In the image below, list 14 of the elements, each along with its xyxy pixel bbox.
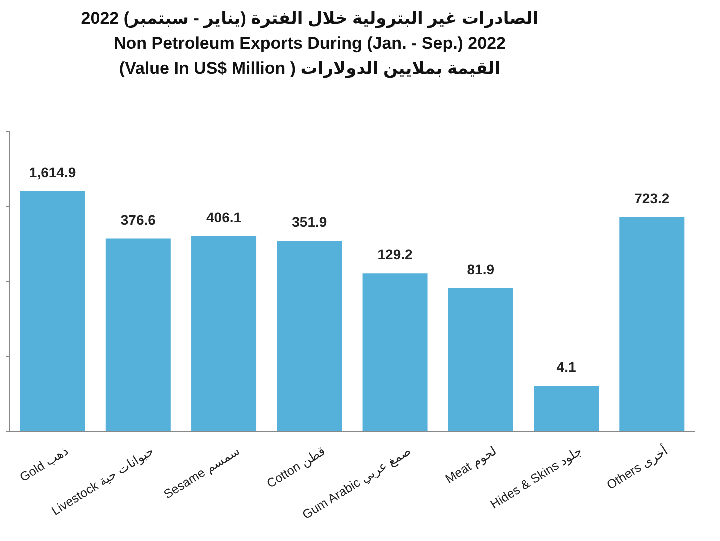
data-label: 81.9 <box>467 262 495 278</box>
data-label: 723.2 <box>634 190 670 207</box>
data-label: 351.9 <box>292 214 328 230</box>
data-label: 129.2 <box>378 246 413 263</box>
data-label: 1,614.9 <box>29 164 76 180</box>
data-label: 376.6 <box>120 212 156 228</box>
x-tick-label: Others أخرى <box>604 442 671 494</box>
data-label: 406.1 <box>206 209 242 226</box>
x-tick-label: Meat لحوم <box>443 444 500 488</box>
x-tick-label: Sesame سمسم <box>162 444 242 502</box>
chart-subtitle: القيمة بملايين الدولارات ( Value In US$ Million) <box>118 58 502 80</box>
data-label: 4.1 <box>556 359 576 376</box>
x-tick-label: Cotton قطن <box>264 444 328 492</box>
x-tick-label: Gold ذهب <box>18 444 72 485</box>
